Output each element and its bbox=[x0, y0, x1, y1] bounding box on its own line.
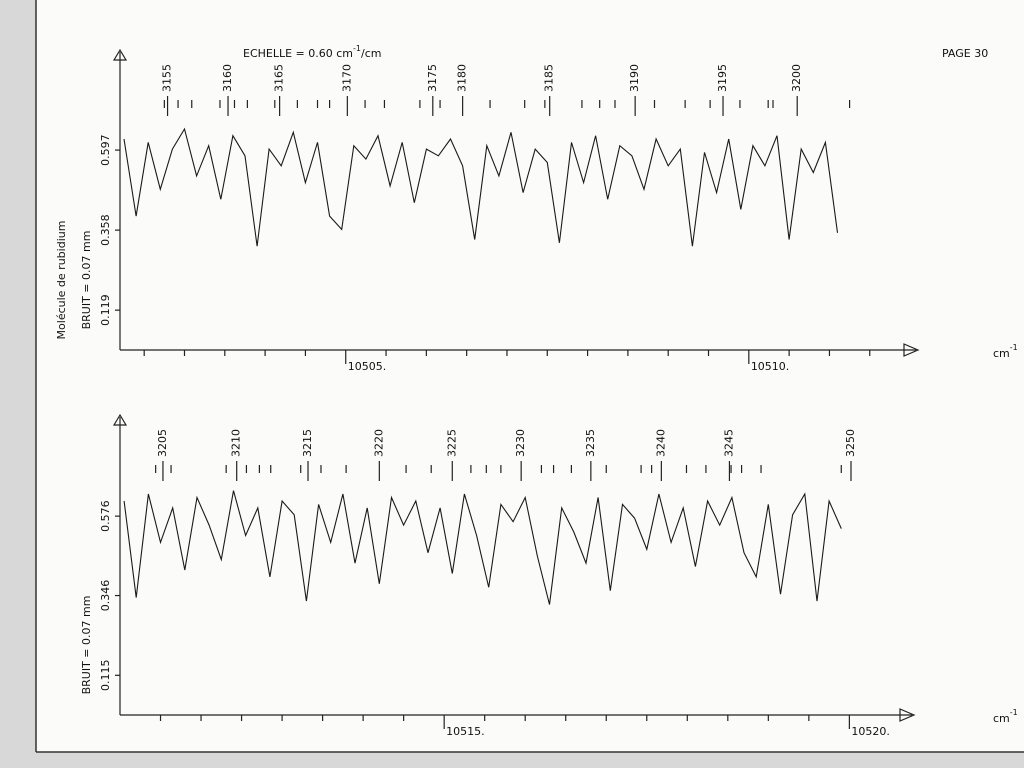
line-id-label: 3230 bbox=[514, 429, 527, 457]
line-id-label: 3180 bbox=[456, 64, 469, 92]
y-tick-label: 0.346 bbox=[99, 580, 112, 612]
y-tick-label: 0.358 bbox=[99, 214, 112, 246]
scale-text: ECHELLE = 0.60 cm bbox=[243, 47, 353, 60]
line-id-label: 3215 bbox=[301, 429, 314, 457]
x-unit-exp: -1 bbox=[1010, 343, 1018, 352]
y-tick-label: 0.597 bbox=[99, 134, 112, 166]
line-id-label: 3210 bbox=[230, 429, 243, 457]
line-id-label: 3235 bbox=[584, 429, 597, 457]
x-unit-exp: -1 bbox=[1010, 708, 1018, 717]
x-axis-arrow bbox=[903, 343, 920, 357]
line-id-label: 3175 bbox=[426, 64, 439, 92]
scale-exp: -1 bbox=[353, 44, 361, 53]
y-axis-label: BRUIT = 0.07 mm bbox=[80, 231, 93, 330]
x-tick-label: 10520. bbox=[851, 725, 890, 738]
line-id-label: 3165 bbox=[273, 64, 286, 92]
y-axis-arrow bbox=[112, 413, 128, 426]
line-id-label: 3160 bbox=[221, 64, 234, 92]
spectrum-trace bbox=[123, 127, 839, 247]
y-axis-label: BRUIT = 0.07 mm bbox=[80, 596, 93, 695]
scale-unit: /cm bbox=[361, 47, 381, 60]
line-id-label: 3220 bbox=[372, 429, 385, 457]
x-tick-label: 10510. bbox=[751, 360, 790, 373]
y-tick-label: 0.119 bbox=[99, 294, 112, 326]
line-id-label: 3240 bbox=[654, 429, 667, 457]
line-id-label: 3155 bbox=[161, 64, 174, 92]
line-id-label: 3170 bbox=[340, 64, 353, 92]
x-unit-text: cm bbox=[993, 347, 1010, 360]
y-tick-label: 0.576 bbox=[99, 500, 112, 532]
scale-note: ECHELLE = 0.60 cm-1/cm bbox=[243, 44, 382, 61]
x-axis-arrow bbox=[899, 708, 916, 722]
x-tick-label: 10515. bbox=[446, 725, 485, 738]
page-number: PAGE 30 bbox=[942, 47, 988, 60]
line-id-label: 3245 bbox=[722, 429, 735, 457]
side-label: Molécule de rubidium bbox=[55, 221, 68, 340]
x-unit: cm-1 bbox=[993, 343, 1018, 361]
paper bbox=[36, 0, 1024, 752]
x-tick-label: 10505. bbox=[348, 360, 387, 373]
line-id-label: 3185 bbox=[543, 64, 556, 92]
line-id-label: 3205 bbox=[156, 429, 169, 457]
line-id-label: 3190 bbox=[628, 64, 641, 92]
y-tick-label: 0.115 bbox=[99, 660, 112, 692]
x-unit-text: cm bbox=[993, 712, 1010, 725]
line-id-label: 3195 bbox=[716, 64, 729, 92]
line-id-label: 3250 bbox=[844, 429, 857, 457]
line-id-label: 3200 bbox=[790, 64, 803, 92]
y-axis-arrow bbox=[112, 48, 128, 61]
line-id-label: 3225 bbox=[445, 429, 458, 457]
spectrum-trace bbox=[123, 490, 842, 605]
x-unit: cm-1 bbox=[993, 708, 1018, 726]
